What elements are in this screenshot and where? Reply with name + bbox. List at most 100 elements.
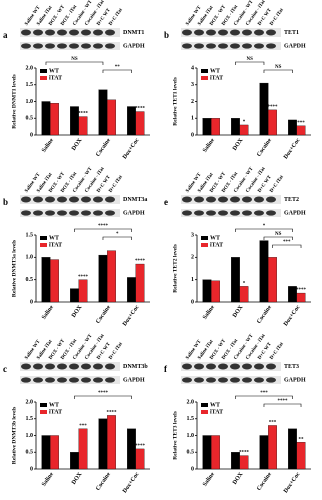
bar [78, 116, 88, 136]
blot-band [45, 210, 55, 216]
blot-band [266, 196, 276, 203]
blot-band [105, 43, 115, 49]
blot-band [182, 29, 192, 36]
significance: **** [135, 107, 146, 112]
y-tick-label: 0 [191, 299, 194, 305]
significance: NS [275, 232, 282, 237]
blot-band [57, 363, 67, 370]
blot-label: GAPDH [123, 43, 145, 49]
blot-band [93, 29, 103, 36]
x-tick-label: Dox+Coc [283, 471, 302, 494]
blot-band [182, 210, 192, 216]
y-tick-label: 2.0 [26, 65, 34, 71]
legend-label: WT [49, 68, 59, 74]
y-tick-label: 0 [191, 132, 194, 138]
blot-label: GAPDH [123, 210, 145, 216]
blot-band [266, 210, 276, 216]
blot-band [266, 363, 276, 370]
significance: ** [115, 65, 121, 70]
bracket [235, 228, 293, 232]
bar [41, 101, 51, 136]
bar [259, 240, 269, 303]
x-tick-label: Saline [41, 471, 55, 488]
x-tick-label: DOX [71, 471, 84, 486]
bar [135, 111, 145, 136]
y-tick-label: 3 [191, 82, 194, 88]
x-tick-label: Cocaine [95, 471, 112, 492]
y-tick-label: 0 [191, 466, 194, 472]
blot-band [242, 363, 252, 370]
significance: * [243, 120, 246, 125]
blot-band [182, 196, 192, 203]
y-tick-label: 2.0 [26, 399, 34, 405]
legend-swatch [40, 403, 47, 407]
blot-band [21, 210, 31, 216]
bar [202, 279, 212, 303]
legend-swatch [201, 403, 208, 407]
bracket [235, 395, 293, 399]
blot-band [194, 363, 204, 370]
bar [211, 280, 220, 303]
bar [259, 435, 269, 470]
y-tick-label: 1.5 [187, 416, 195, 422]
blot-band [206, 196, 216, 203]
legend-label: iTAT [49, 409, 62, 415]
bar [98, 418, 108, 470]
blot-band [33, 210, 43, 216]
blot-band [93, 377, 103, 383]
legend-swatch [201, 69, 208, 73]
blot-band [194, 43, 204, 49]
y-tick-label: 1.5 [26, 82, 34, 88]
bar [78, 279, 88, 303]
significance: **** [78, 112, 89, 117]
blot-band [254, 377, 264, 383]
legend-label: WT [210, 68, 220, 74]
bar [268, 425, 277, 470]
blot-band [242, 377, 252, 383]
bar [70, 452, 79, 470]
x-tick-label: Cocaine [95, 137, 112, 158]
blot-band [69, 196, 79, 203]
y-tick-label: 1.5 [26, 416, 34, 422]
panel-letter: b [164, 30, 169, 40]
x-tick-label: Dox+Coc [122, 137, 141, 160]
blot-band [230, 210, 240, 216]
x-tick-label: Saline [202, 137, 216, 154]
x-tick-label: DOX [232, 137, 245, 152]
x-tick-label: Cocaine [95, 304, 112, 325]
legend-label: iTAT [210, 409, 223, 415]
blot-band [254, 210, 264, 216]
blot-band [93, 210, 103, 216]
blot-band [206, 43, 216, 49]
legend-swatch [201, 243, 208, 247]
blot-band [194, 29, 204, 36]
y-tick-label: 1.5 [26, 232, 34, 238]
legend-label: WT [210, 235, 220, 241]
y-tick-label: 0.5 [187, 450, 195, 456]
blot-band [33, 43, 43, 49]
blot-band [182, 377, 192, 383]
x-tick-label: Dox+Coc [122, 471, 141, 494]
x-tick-label: Dox+Coc [283, 137, 302, 160]
blot-band [81, 196, 91, 203]
significance: *** [79, 424, 87, 429]
legend-swatch [201, 76, 208, 80]
x-tick-label: Cocaine [256, 471, 273, 492]
blot-band [254, 43, 264, 49]
bar [41, 257, 51, 303]
blot-label: GAPDH [123, 377, 145, 383]
blot-band [57, 29, 67, 36]
x-tick-label: Saline [41, 304, 55, 321]
bar [296, 125, 306, 136]
significance: *** [283, 240, 291, 245]
x-tick-label: Saline [202, 304, 216, 321]
blot-label: GAPDH [284, 43, 306, 49]
blot-band [81, 43, 91, 49]
y-tick-label: 1.0 [26, 433, 34, 439]
legend-swatch [40, 410, 47, 414]
y-tick-label: 1.0 [187, 433, 195, 439]
significance: **** [98, 391, 109, 396]
blot-band [206, 210, 216, 216]
blot-band [93, 43, 103, 49]
